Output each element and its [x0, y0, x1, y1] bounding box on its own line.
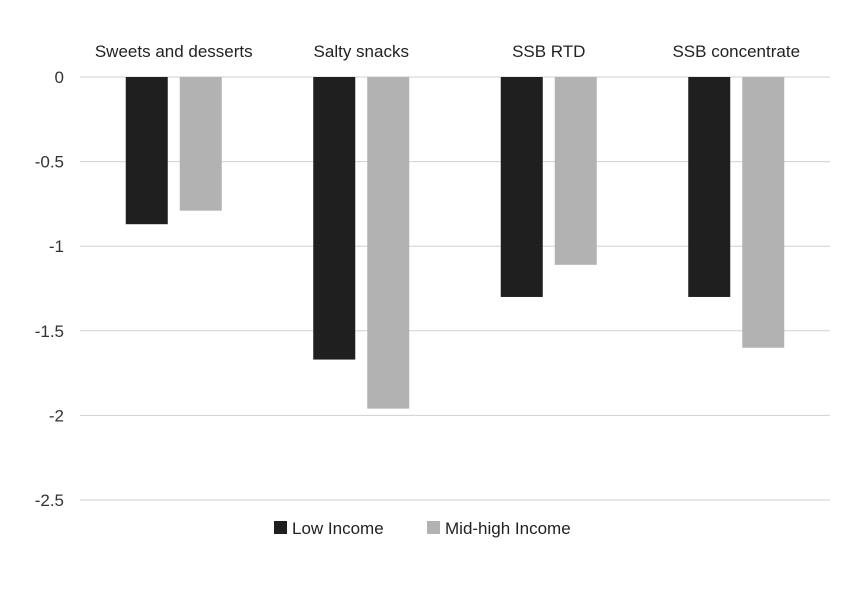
legend-swatch-low-income — [274, 521, 287, 534]
bar-mid-high-income — [554, 77, 597, 265]
bar-mid-high-income — [179, 77, 222, 211]
category-label: SSB concentrate — [672, 42, 800, 61]
category-label: SSB RTD — [512, 42, 585, 61]
legend-label-mid-high-income: Mid-high Income — [445, 519, 571, 538]
category-label: Salty snacks — [314, 42, 409, 61]
category-label: Sweets and desserts — [95, 42, 253, 61]
y-tick-label: -1.5 — [35, 322, 64, 341]
bar-mid-high-income — [367, 77, 410, 409]
y-tick-label: -2 — [49, 406, 64, 425]
y-tick-label: -0.5 — [35, 153, 64, 172]
legend-swatch-mid-high-income — [427, 521, 440, 534]
bar-mid-high-income — [742, 77, 785, 348]
bar-low-income — [125, 77, 168, 225]
bar-low-income — [688, 77, 731, 297]
y-tick-label: -2.5 — [35, 491, 64, 510]
bar-low-income — [500, 77, 543, 297]
legend-label-low-income: Low Income — [292, 519, 384, 538]
bar-low-income — [313, 77, 356, 360]
y-tick-label: -1 — [49, 237, 64, 256]
y-tick-label: 0 — [55, 68, 64, 87]
